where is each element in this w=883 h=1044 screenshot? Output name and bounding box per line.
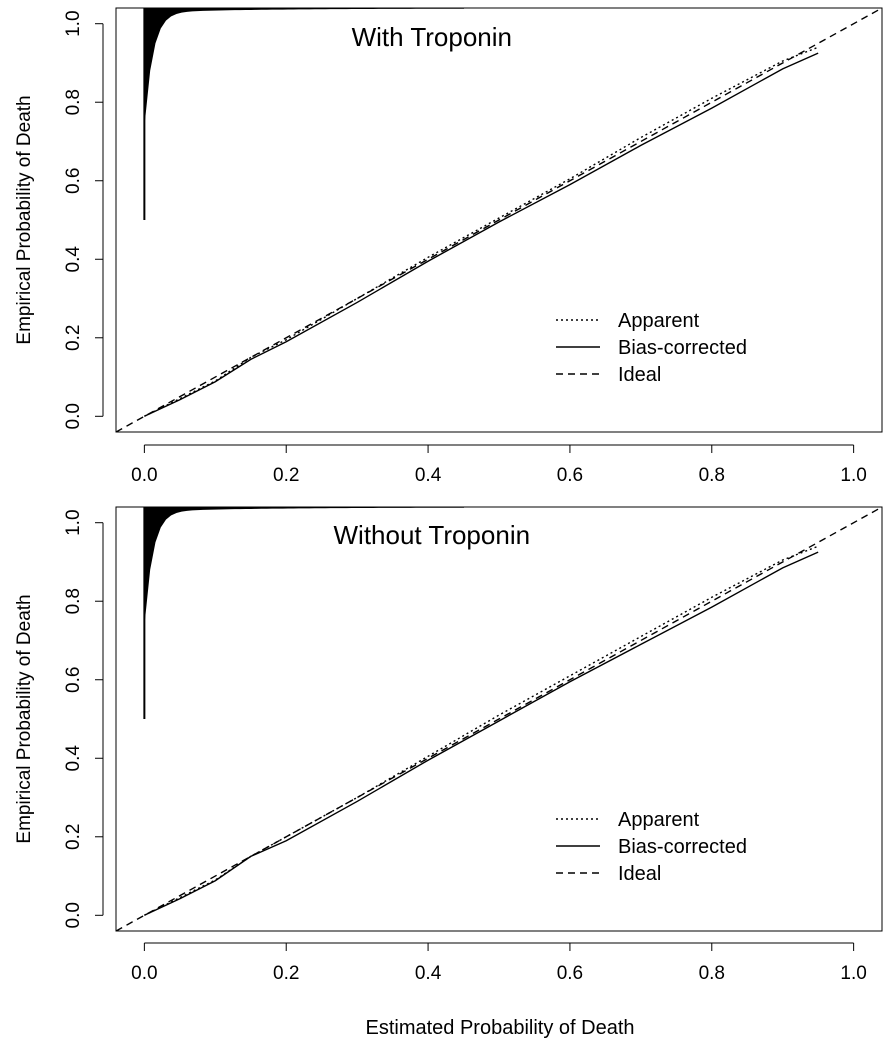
y-tick-label: 0.8 (63, 89, 84, 115)
y-tick-label: 0.4 (63, 246, 84, 273)
y-tick-label: 0.8 (63, 588, 84, 614)
panel-title: With Troponin (352, 22, 512, 52)
y-tick-label: 0.0 (63, 902, 84, 928)
x-tick-label: 0.0 (131, 465, 157, 486)
plot-frame (115, 506, 883, 932)
x-tick-label: 1.0 (840, 963, 866, 984)
x-tick-label: 0.2 (273, 465, 299, 486)
figure-x-axis-label: Estimated Probability of Death (365, 1017, 634, 1039)
y-tick-label: 0.2 (63, 824, 84, 850)
series-line-apparent (144, 46, 819, 417)
legend: Apparent Bias-corrected Ideal (556, 310, 747, 386)
legend-label: Bias-corrected (618, 337, 747, 359)
rug-mass (143, 8, 465, 122)
y-tick-label: 0.4 (63, 745, 84, 772)
x-tick-label: 0.8 (699, 465, 725, 486)
legend-label: Ideal (618, 364, 661, 386)
panel-without-troponin: 0.0 0.2 0.4 0.6 0.8 1.0 0.0 0.2 0.4 0.6 0.8 1.0 Empi… (14, 506, 883, 984)
x-tick-label: 0.4 (415, 465, 442, 486)
legend: Apparent Bias-corrected Ideal (556, 809, 747, 885)
panel-title: Without Troponin (334, 520, 531, 550)
legend-label: Apparent (618, 310, 700, 332)
y-tick-label: 1.0 (63, 509, 84, 535)
series-line-bias-corrected (144, 52, 819, 417)
series-line-apparent (144, 545, 819, 916)
legend-label: Bias-corrected (618, 836, 747, 858)
x-tick-label: 0.2 (273, 963, 299, 984)
x-tick-label: 0.4 (415, 963, 442, 984)
x-tick-label: 0.0 (131, 963, 157, 984)
series-line-ideal (116, 8, 882, 432)
x-tick-label: 0.8 (699, 963, 725, 984)
legend-label: Ideal (618, 863, 661, 885)
x-tick-label: 1.0 (840, 465, 866, 486)
y-tick-label: 0.6 (63, 168, 84, 194)
x-tick-label: 0.6 (557, 465, 583, 486)
series-line-bias-corrected (144, 551, 819, 916)
y-tick-label: 0.0 (63, 403, 84, 429)
panel-with-troponin: 0.0 0.2 0.4 0.6 0.8 1.0 0.0 0.2 0.4 0.6 0.8 1.0 Empi… (14, 7, 883, 486)
y-axis-label: Empirical Probability of Death (14, 95, 35, 344)
legend-label: Apparent (618, 809, 700, 831)
y-tick-label: 1.0 (63, 10, 84, 36)
y-tick-label: 0.2 (63, 325, 84, 351)
plot-frame (115, 7, 883, 433)
series-line-ideal (116, 507, 882, 931)
rug-mass (143, 507, 465, 621)
y-tick-label: 0.6 (63, 667, 84, 693)
x-tick-label: 0.6 (557, 963, 583, 984)
y-axis-label: Empirical Probability of Death (14, 594, 35, 843)
